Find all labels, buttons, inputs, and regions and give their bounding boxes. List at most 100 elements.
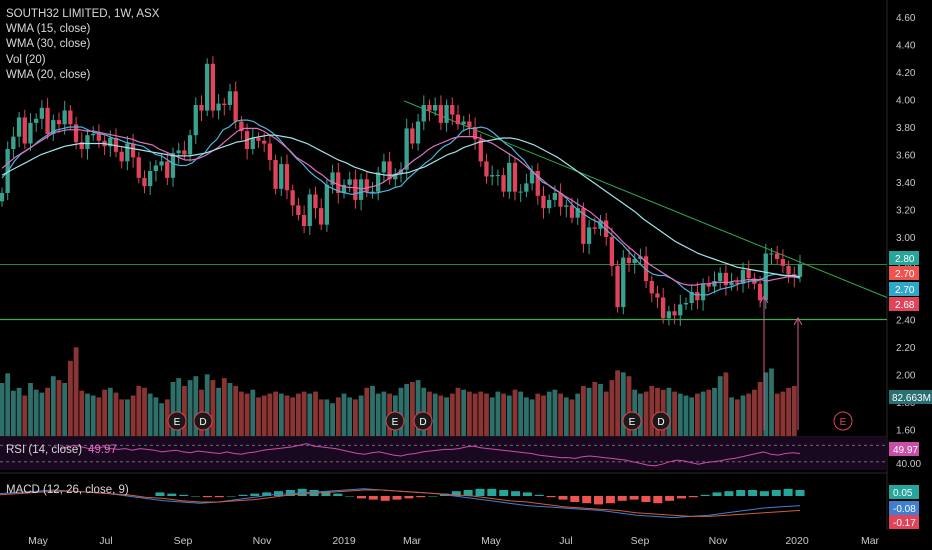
rsi-line — [59, 443, 801, 467]
volume-bar — [609, 380, 615, 436]
indicator-wma20[interactable]: WMA (20, close) — [6, 68, 91, 81]
earnings-marker[interactable]: E — [385, 411, 405, 431]
volume-bar — [695, 393, 700, 436]
indicator-volume[interactable]: Vol (20) — [6, 53, 46, 66]
volume-bar — [159, 403, 164, 436]
macd-histogram-bar — [665, 496, 675, 501]
chart-legend: SOUTH32 LIMITED, 1W, ASX WMA (15, close)… — [6, 7, 159, 83]
volume-bar — [677, 393, 683, 436]
volume-bar — [62, 383, 68, 436]
candle-body — [712, 281, 717, 287]
volume-bar — [90, 395, 96, 436]
candle-body — [199, 105, 204, 111]
dividend-marker[interactable]: D — [413, 411, 433, 431]
volume-bar — [307, 393, 313, 436]
volume-bar — [529, 399, 535, 436]
macd-value-text: -0.08 — [893, 504, 916, 515]
candle-body — [461, 121, 466, 125]
candle-body — [404, 128, 409, 170]
symbol-title[interactable]: SOUTH32 LIMITED, 1W, ASX — [6, 8, 160, 20]
marker-circle — [622, 411, 642, 431]
candle-body — [592, 227, 597, 229]
indicator-wma15[interactable]: WMA (15, close) — [6, 23, 91, 36]
candle-body — [626, 257, 632, 264]
volume-bar — [546, 391, 552, 436]
candle-body — [250, 138, 255, 149]
wma30-line — [1, 134, 801, 278]
rsi-legend-label: RSI (14, close) — [6, 444, 83, 456]
candle-body — [16, 117, 22, 137]
earnings-marker[interactable]: E — [167, 411, 187, 431]
volume-bar — [524, 397, 529, 436]
candle-body — [387, 161, 392, 180]
volume-bar — [216, 387, 221, 436]
candle-body — [273, 160, 278, 189]
volume-bar — [301, 391, 307, 436]
volume-bar — [575, 393, 581, 436]
macd-histogram-bar — [605, 496, 615, 504]
volume-bar — [45, 387, 50, 436]
macd-histogram-bar — [285, 490, 295, 496]
volume-bar — [142, 387, 147, 436]
macd-histogram-bar — [179, 494, 189, 496]
price-tick-label: 4.60 — [896, 13, 916, 24]
volume-bar — [535, 393, 541, 436]
dividend-marker[interactable]: D — [651, 411, 671, 431]
price-label-text: 2.68 — [895, 300, 915, 311]
volume-bar — [153, 397, 159, 436]
candle-body — [495, 175, 500, 177]
volume-bar — [734, 399, 740, 436]
volume-bar — [438, 395, 444, 436]
macd-histogram-bar — [795, 490, 805, 496]
volume-bar — [204, 374, 210, 436]
volume-bar — [335, 397, 341, 436]
macd-histogram-bar — [250, 493, 260, 496]
candle-body — [643, 256, 649, 282]
time-tick-label: Nov — [709, 535, 728, 547]
candle-body — [638, 256, 643, 260]
volume-bar — [489, 397, 495, 436]
candle-body — [341, 184, 347, 194]
macd-histogram-bar — [677, 496, 686, 499]
candle-body — [62, 110, 67, 125]
candle-body — [370, 191, 375, 193]
volume-bar — [415, 380, 421, 436]
rsi-tick-label: 40.00 — [896, 459, 921, 470]
candle-body — [319, 208, 324, 225]
time-tick-label: May — [481, 535, 502, 547]
candle-body — [96, 133, 101, 141]
time-tick-label: 2019 — [332, 535, 356, 547]
candle-body — [79, 142, 84, 149]
candle-body — [490, 175, 495, 177]
candle-body — [666, 311, 671, 319]
macd-legend[interactable]: MACD (12, 26, close, 9) — [6, 484, 129, 496]
candle-body — [0, 193, 5, 202]
macd-histogram-bar — [321, 491, 331, 496]
candle-body — [569, 205, 575, 218]
volume-bar — [102, 389, 107, 436]
rsi-legend[interactable]: RSI (14, close) 49.97 — [6, 444, 117, 456]
volume-bar — [620, 372, 626, 436]
rsi-value-box — [889, 442, 919, 456]
macd-legend-label: MACD (12, 26, close, 9) — [6, 484, 129, 496]
price-tick-label: 2.40 — [896, 316, 916, 327]
volume-bar — [626, 376, 632, 436]
macd-histogram-bar — [368, 496, 378, 500]
price-tick-label: 3.20 — [896, 206, 916, 217]
candle-body — [353, 179, 358, 200]
volume-bar — [358, 395, 364, 436]
indicator-wma30[interactable]: WMA (30, close) — [6, 38, 91, 51]
candle-body — [672, 311, 677, 316]
macd-histogram-bar — [392, 496, 402, 500]
volume-bar — [552, 389, 558, 436]
candle-body — [267, 143, 272, 160]
earnings-marker[interactable]: E — [622, 411, 642, 431]
price-label-text: 2.70 — [895, 269, 915, 280]
dividend-marker[interactable]: D — [193, 411, 213, 431]
candle-body — [113, 138, 119, 152]
marker-circle — [193, 411, 213, 431]
macd-histogram-bar — [214, 496, 224, 498]
candle-body — [609, 237, 614, 266]
earnings-marker[interactable]: E — [833, 411, 853, 431]
